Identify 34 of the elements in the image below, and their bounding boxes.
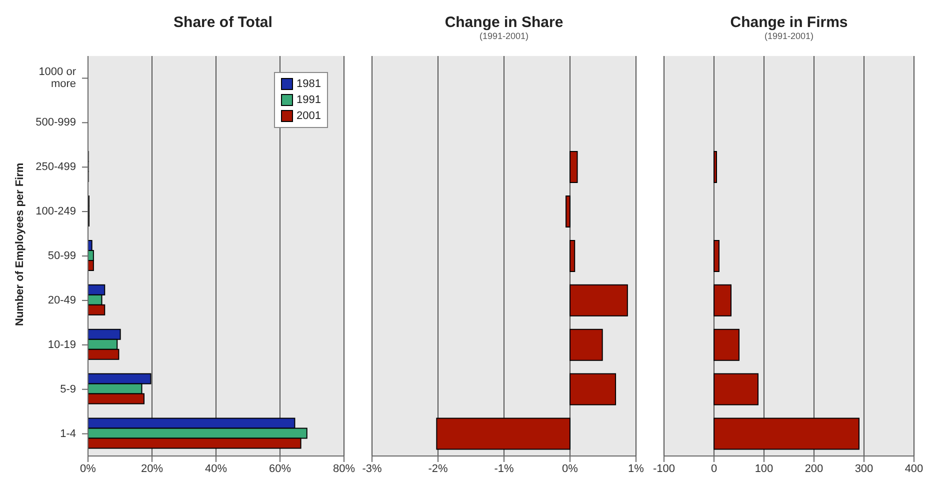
y-tick-label: 5-9: [60, 383, 76, 396]
y-tick-label: 50-99: [48, 250, 76, 262]
chart-subtitle: (1991-2001): [478, 31, 530, 41]
chart-title: Change in Share: [444, 13, 564, 31]
y-tick-label: 1-4: [60, 428, 76, 440]
x-tick-label: 60%: [268, 462, 292, 475]
x-tick-label: 0%: [562, 462, 578, 475]
chart-title: Change in Firms: [729, 13, 849, 31]
y-tick-label: 250-499: [36, 161, 76, 174]
y-axis-title: Number of Employees per Firm: [14, 162, 26, 326]
y-tick-label: 1000 or more: [38, 66, 76, 90]
x-tick-label: 0: [710, 462, 718, 475]
x-tick-label: 300: [854, 462, 874, 475]
x-tick-label: -1%: [494, 462, 514, 475]
x-tick-label: 20%: [140, 462, 164, 475]
chart-title: Share of Total: [172, 13, 274, 31]
y-tick-label: 20-49: [48, 294, 76, 306]
x-tick-label: -100: [652, 462, 676, 475]
y-tick-label: 500-999: [36, 116, 76, 129]
y-tick-label: 100-249: [36, 205, 76, 218]
x-tick-label: 80%: [332, 462, 356, 475]
chart-subtitle: (1991-2001): [763, 31, 815, 41]
y-tick-label: 10-19: [48, 338, 76, 351]
x-tick-label: -3%: [362, 462, 382, 475]
legend-label: 2001: [296, 109, 321, 124]
x-tick-label: 100: [754, 462, 774, 475]
x-tick-label: 400: [904, 462, 924, 475]
x-tick-label: 1%: [628, 462, 644, 475]
x-tick-label: 40%: [204, 462, 228, 475]
x-tick-label: -2%: [428, 462, 448, 475]
x-tick-label: 0%: [80, 462, 96, 475]
legend-label: 1991: [296, 93, 321, 108]
legend-label: 1981: [296, 77, 321, 92]
x-tick-label: 200: [804, 462, 824, 475]
